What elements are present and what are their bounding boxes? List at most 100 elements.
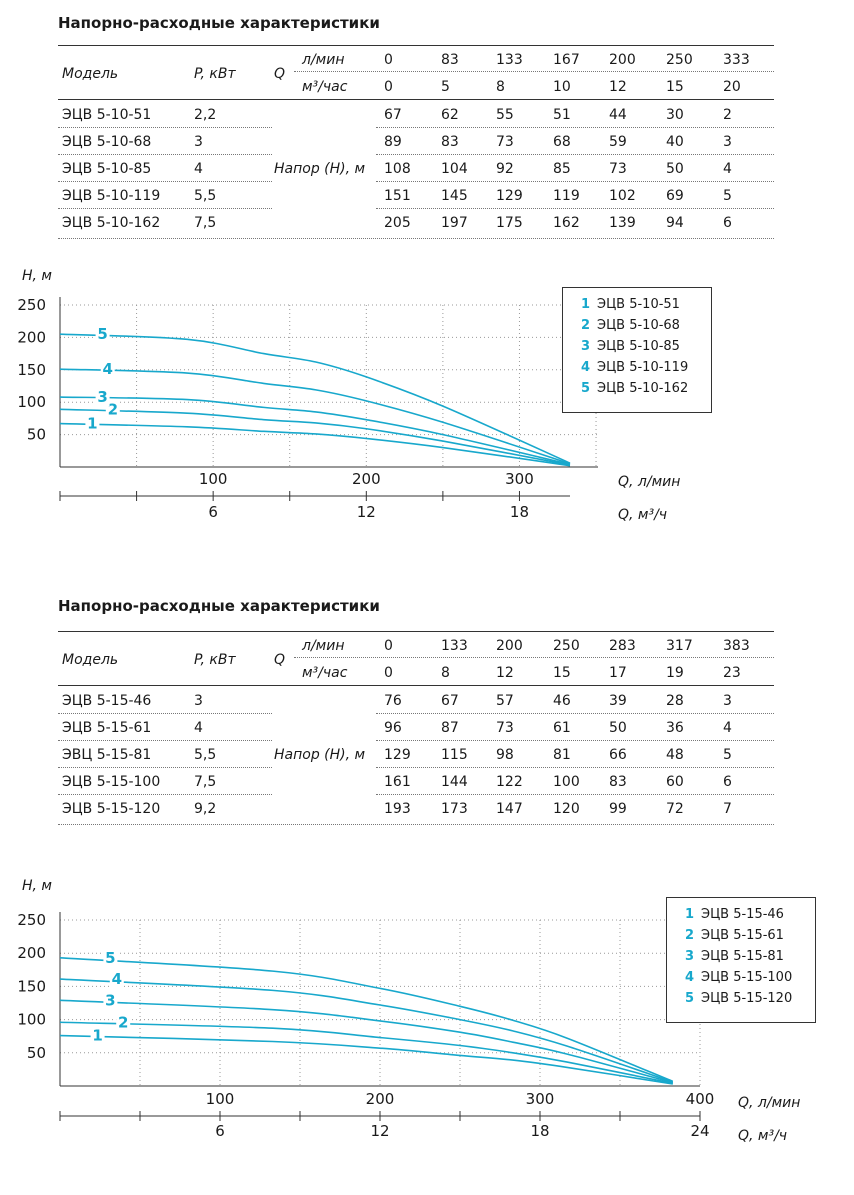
series-label: 2 <box>108 400 118 418</box>
legend-item: 1 ЭЦВ 5-15-46 <box>685 907 784 922</box>
legend-number: 2 <box>581 318 591 333</box>
chart-legend: 1 ЭЦВ 5-15-46 2 ЭЦВ 5-15-61 3 ЭЦВ 5-15-81 4… <box>666 897 816 1023</box>
row-divider <box>376 127 774 128</box>
head-cell: 6 <box>723 774 732 790</box>
unit-lmin-label: л/мин <box>302 638 345 654</box>
legend-item: 1 ЭЦВ 5-10-51 <box>581 297 680 312</box>
series-label: 3 <box>105 991 115 1009</box>
head-cell: 46 <box>553 693 571 709</box>
row-divider <box>376 208 774 209</box>
legend-number: 1 <box>581 297 591 312</box>
row-divider <box>376 740 774 741</box>
flow-lmin-cell: 0 <box>384 52 393 68</box>
flow-lmin-cell: 200 <box>609 52 636 68</box>
head-cell: 115 <box>441 747 468 763</box>
legend-label: ЭЦВ 5-10-162 <box>597 381 689 396</box>
series-label-bg <box>95 325 110 344</box>
head-cell: 66 <box>609 747 627 763</box>
head-cell: 151 <box>384 188 411 204</box>
power-cell: 7,5 <box>194 774 217 790</box>
legend-item: 5 ЭЦВ 5-15-120 <box>685 991 792 1006</box>
row-divider <box>58 154 272 155</box>
power-cell: 2,2 <box>194 107 217 123</box>
series-label: 5 <box>105 949 115 967</box>
flow-m3-cell: 17 <box>609 665 627 681</box>
flow-lmin-cell: 317 <box>666 638 693 654</box>
legend-item: 2 ЭЦВ 5-15-61 <box>685 928 784 943</box>
legend-label: ЭЦВ 5-10-51 <box>597 297 680 312</box>
legend-label: ЭЦВ 5-10-85 <box>597 339 680 354</box>
x-tick-label: 200 <box>352 470 381 488</box>
row-divider <box>376 794 774 795</box>
series-line <box>59 333 571 464</box>
table-header-divider <box>294 71 774 72</box>
head-flow-chart: H, м 250 200 150 100 50 100 200 300 400 6 12 18 24 Q, … <box>0 870 854 1160</box>
series-label-bg <box>95 388 110 407</box>
power-cell: 5,5 <box>194 747 217 763</box>
performance-table: Модель P, кВт Q л/мин м³/час 0 133 200 2… <box>58 630 774 830</box>
x2-tick-label: 6 <box>215 1122 225 1140</box>
flow-lmin-cell: 250 <box>553 638 580 654</box>
legend-number: 3 <box>685 949 695 964</box>
head-cell: 3 <box>723 693 732 709</box>
row-divider <box>58 794 272 795</box>
table-bottom-rule <box>58 824 774 825</box>
series-line <box>59 408 571 466</box>
row-divider <box>376 713 774 714</box>
series-label-bg <box>103 948 118 967</box>
model-header: Модель <box>62 652 119 668</box>
x2-tick-label: 6 <box>208 503 218 521</box>
y-tick-label: 50 <box>27 1044 46 1062</box>
head-cell: 119 <box>553 188 580 204</box>
head-cell: 197 <box>441 215 468 231</box>
model-cell: ЭЦВ 5-10-119 <box>62 188 161 204</box>
legend-item: 2 ЭЦВ 5-10-68 <box>581 318 680 333</box>
row-divider <box>58 181 272 182</box>
legend-item: 4 ЭЦВ 5-10-119 <box>581 360 688 375</box>
y-axis-label: H, м <box>22 878 52 894</box>
series-line <box>59 396 571 466</box>
head-cell: 5 <box>723 188 732 204</box>
row-divider <box>58 208 272 209</box>
head-cell: 173 <box>441 801 468 817</box>
row-divider <box>376 767 774 768</box>
flow-lmin-cell: 0 <box>384 638 393 654</box>
head-cell: 7 <box>723 801 732 817</box>
x2-axis-label: Q, м³/ч <box>618 507 667 523</box>
head-cell: 73 <box>496 720 514 736</box>
head-cell: 50 <box>666 161 684 177</box>
flow-m3-cell: 15 <box>666 79 684 95</box>
flow-m3-cell: 12 <box>496 665 514 681</box>
head-cell: 129 <box>384 747 411 763</box>
series-label: 1 <box>87 415 97 433</box>
head-cell: 4 <box>723 161 732 177</box>
head-cell: 69 <box>666 188 684 204</box>
head-cell: 145 <box>441 188 468 204</box>
series-label-bg <box>116 1013 131 1032</box>
head-cell: 68 <box>553 134 571 150</box>
row-divider <box>376 181 774 182</box>
legend-label: ЭЦВ 5-10-119 <box>597 360 689 375</box>
y-tick-label: 100 <box>17 1011 46 1029</box>
head-cell: 144 <box>441 774 468 790</box>
y-tick-label: 150 <box>17 361 46 379</box>
series-line <box>59 1021 673 1085</box>
unit-lmin-label: л/мин <box>302 52 345 68</box>
flow-lmin-cell: 200 <box>496 638 523 654</box>
head-cell: 147 <box>496 801 523 817</box>
q-header: Q <box>274 652 286 668</box>
flow-m3-cell: 5 <box>441 79 450 95</box>
head-cell: 5 <box>723 747 732 763</box>
x2-tick-label: 12 <box>357 503 376 521</box>
head-cell: 98 <box>496 747 514 763</box>
head-cell: 59 <box>609 134 627 150</box>
series-line <box>59 1034 673 1085</box>
flow-m3-cell: 12 <box>609 79 627 95</box>
y-axis-label: H, м <box>22 268 52 284</box>
head-cell: 122 <box>496 774 523 790</box>
head-cell: 85 <box>553 161 571 177</box>
head-cell: 73 <box>496 134 514 150</box>
series-label: 1 <box>92 1027 102 1045</box>
head-cell: 100 <box>553 774 580 790</box>
